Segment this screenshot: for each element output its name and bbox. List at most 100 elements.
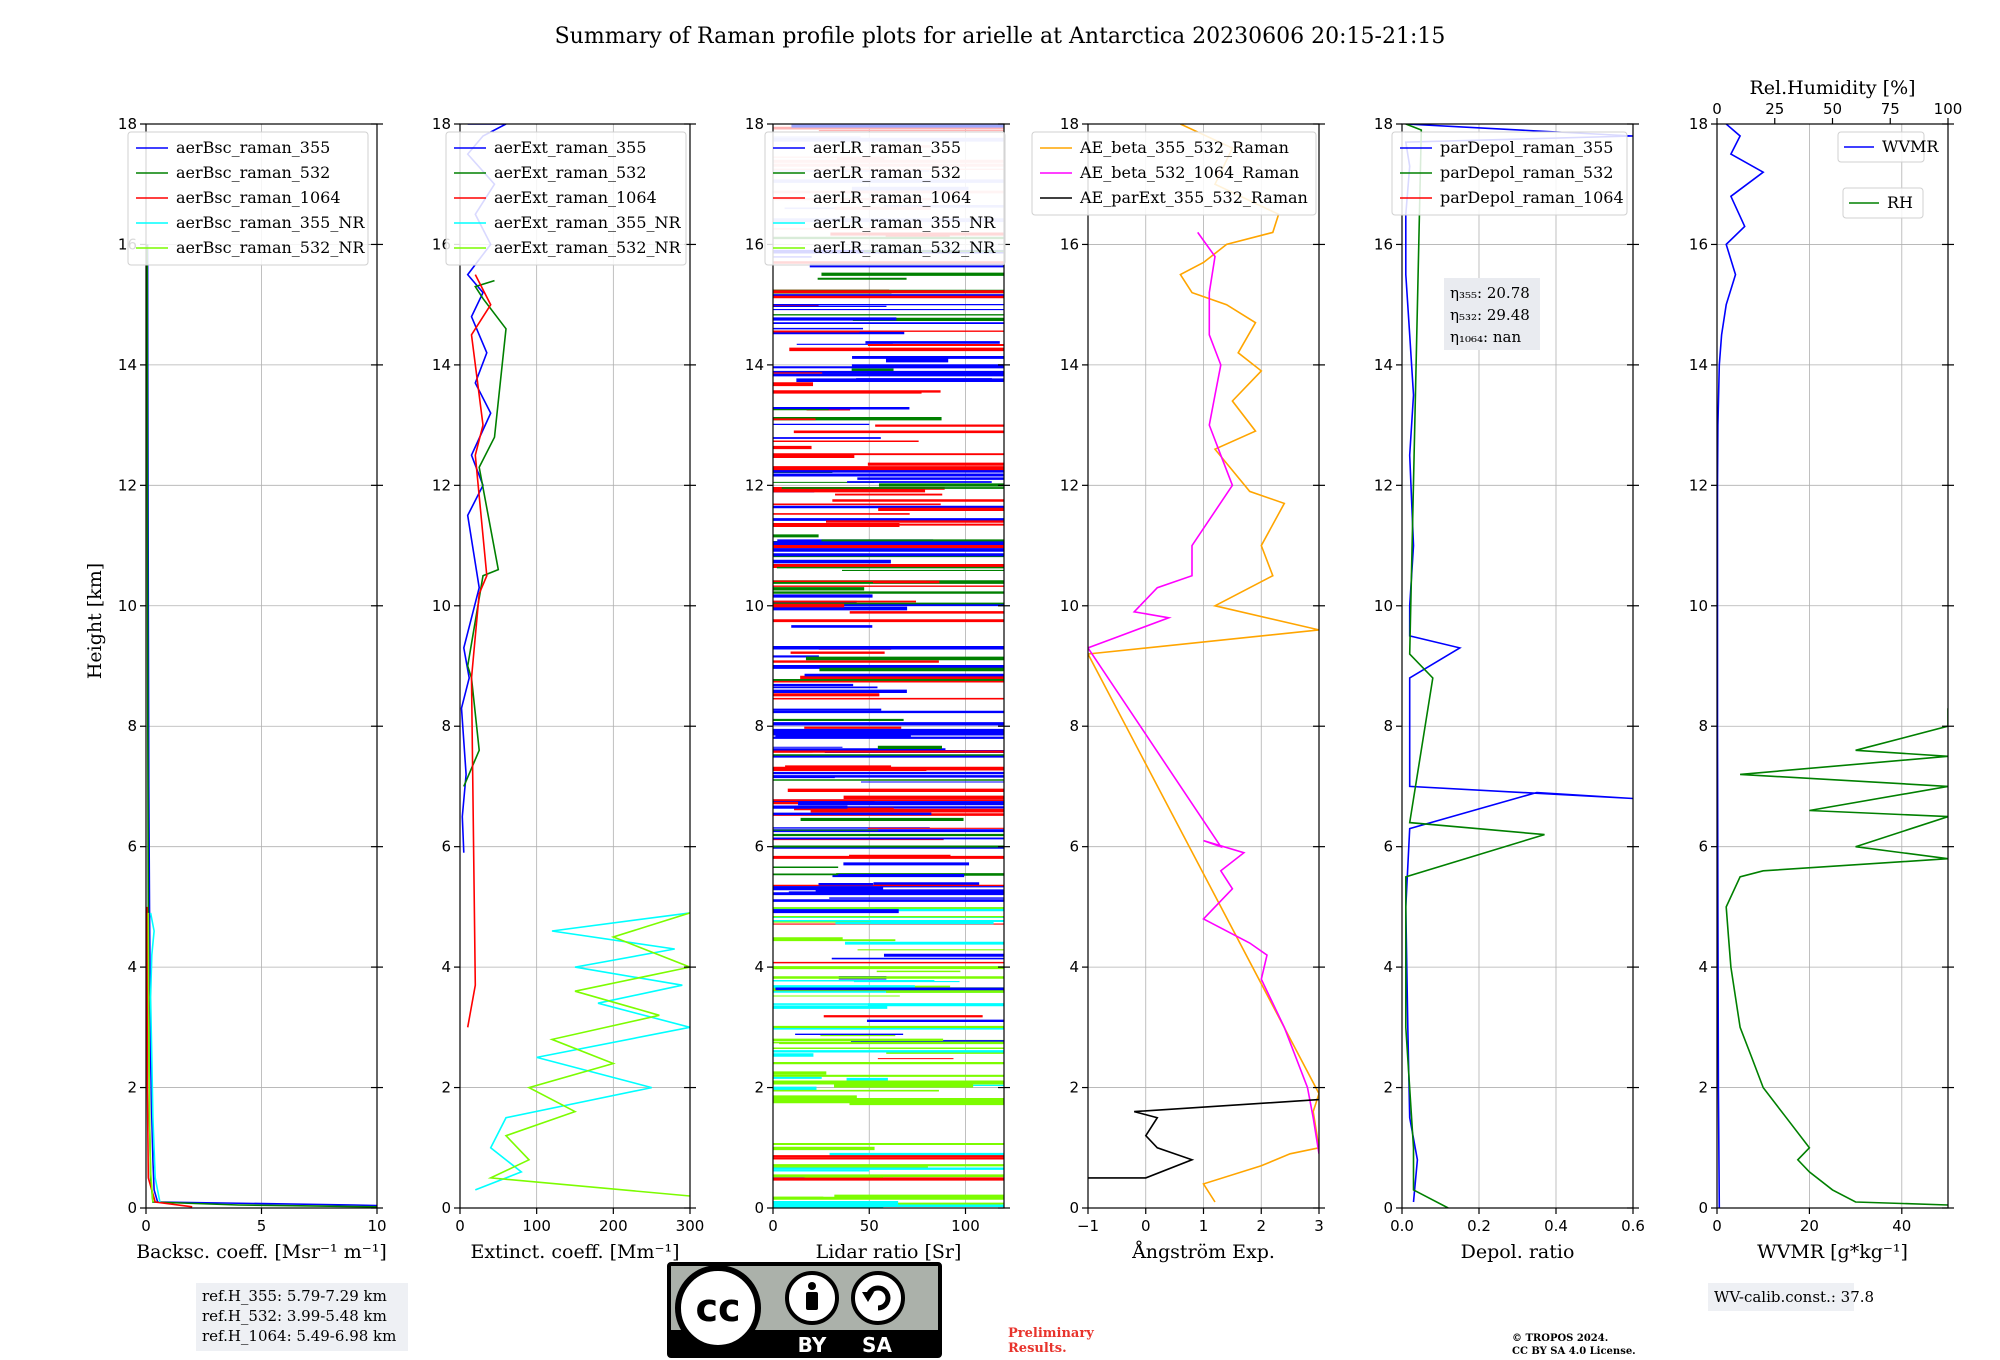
panel-depol: 0 2 4 6 8 10 12 14 16 18 0.0 0.2 0.4 0.6 Depol. ratio p… bbox=[1374, 115, 1645, 1263]
legend-entry: aerExt_raman_355 bbox=[494, 138, 647, 157]
y-tick-label: 4 bbox=[1698, 958, 1708, 976]
x-tick-label: 1 bbox=[1199, 1217, 1209, 1235]
legend-entry: aerBsc_raman_355 bbox=[176, 138, 330, 157]
y-tick-label: 12 bbox=[1689, 476, 1708, 494]
plot-area-lr bbox=[773, 124, 1004, 1208]
y-tick-label: 12 bbox=[432, 476, 451, 494]
y-tick-label: 14 bbox=[745, 356, 764, 374]
x-tick-label: 20 bbox=[1800, 1217, 1819, 1235]
y-tick-label: 14 bbox=[1060, 356, 1079, 374]
x-tick-label: 0 bbox=[141, 1217, 151, 1235]
y-tick-label: 8 bbox=[1698, 717, 1708, 735]
eta-annotation-line: η₃₅₅: 20.78 bbox=[1450, 284, 1530, 302]
x-tick-label: 100 bbox=[522, 1217, 551, 1235]
series-line-aerExt_raman_355_NR bbox=[475, 912, 690, 1191]
axes-frame bbox=[772, 123, 1005, 1209]
series-line-aerBsc_raman_1064 bbox=[146, 906, 193, 1208]
eta-annotation-line: η₅₃₂: 29.48 bbox=[1450, 306, 1530, 324]
series-line-WVMR bbox=[1717, 124, 1765, 1208]
x-axis-label: Backsc. coeff. [Msr⁻¹ m⁻¹] bbox=[136, 1241, 387, 1263]
x-tick-label: 50 bbox=[860, 1217, 879, 1235]
axes-frame bbox=[1401, 123, 1634, 1209]
y-tick-label: 4 bbox=[1069, 958, 1079, 976]
share-alike-arrowhead-icon bbox=[862, 1292, 874, 1302]
plot-area-bsc bbox=[146, 244, 377, 1208]
y-tick-label: 8 bbox=[1069, 717, 1079, 735]
series-line-aerExt_raman_532_NR bbox=[487, 912, 690, 1197]
legend-entry: aerExt_raman_532 bbox=[494, 163, 647, 182]
cc-by-label: BY bbox=[798, 1333, 827, 1357]
y-tick-label: 14 bbox=[118, 356, 137, 374]
y-tick-label: 0 bbox=[1698, 1199, 1708, 1217]
y-tick-label: 10 bbox=[432, 597, 451, 615]
y-tick-label: 10 bbox=[118, 597, 137, 615]
preliminary-label-2: Results. bbox=[1008, 1341, 1067, 1356]
x-tick-label: 0.2 bbox=[1467, 1217, 1491, 1235]
reference-height-line: ref.H_532: 3.99-5.48 km bbox=[202, 1307, 387, 1325]
series-line-aerBsc_raman_355_NR bbox=[149, 912, 161, 1203]
x2-tick-label: 25 bbox=[1765, 100, 1784, 118]
x-tick-label: 100 bbox=[951, 1217, 980, 1235]
y-tick-label: 8 bbox=[754, 717, 764, 735]
y-tick-label: 6 bbox=[127, 838, 137, 856]
x-tick-label: −1 bbox=[1077, 1217, 1099, 1235]
x-tick-label: 3 bbox=[1314, 1217, 1324, 1235]
plot-area-ae bbox=[1088, 124, 1319, 1203]
y-tick-label: 0 bbox=[754, 1199, 764, 1217]
y-tick-label: 0 bbox=[1383, 1199, 1393, 1217]
legend-entry: aerExt_raman_1064 bbox=[494, 188, 657, 207]
attribution-head-icon bbox=[808, 1282, 816, 1290]
y-tick-label: 2 bbox=[1383, 1079, 1393, 1097]
x-tick-label: 10 bbox=[367, 1217, 386, 1235]
series-line-AE_parExt_355_532_Raman bbox=[1088, 1098, 1319, 1179]
y-tick-label: 4 bbox=[441, 958, 451, 976]
wv-calib-box bbox=[1708, 1283, 1854, 1311]
copyright-line-2: CC BY SA 4.0 License. bbox=[1512, 1346, 1636, 1357]
axes-frame bbox=[1716, 123, 1949, 1209]
legend-entry: aerBsc_raman_532_NR bbox=[176, 238, 365, 257]
legend-entry: parDepol_raman_355 bbox=[1440, 138, 1613, 157]
y-tick-label: 18 bbox=[745, 115, 764, 133]
cc-sa-label: SA bbox=[862, 1333, 892, 1357]
legend-entry: aerBsc_raman_1064 bbox=[176, 188, 341, 207]
x-tick-label: 5 bbox=[257, 1217, 267, 1235]
y-tick-label: 2 bbox=[1069, 1079, 1079, 1097]
cc-license-badge: cc BY SA bbox=[667, 1262, 942, 1358]
y-tick-label: 12 bbox=[1060, 476, 1079, 494]
x-tick-label: 0 bbox=[768, 1217, 778, 1235]
y-tick-label: 12 bbox=[1374, 476, 1393, 494]
cc-logo-letters: cc bbox=[695, 1286, 740, 1330]
y-tick-label: 4 bbox=[127, 958, 137, 976]
x-tick-label: 40 bbox=[1892, 1217, 1911, 1235]
x-axis-label: Ångström Exp. bbox=[1131, 1241, 1275, 1263]
y-tick-label: 0 bbox=[441, 1199, 451, 1217]
legend-entry: aerLR_raman_1064 bbox=[813, 188, 971, 207]
reference-height-line: ref.H_355: 5.79-7.29 km bbox=[202, 1287, 387, 1305]
y-tick-label: 2 bbox=[754, 1079, 764, 1097]
legend-box bbox=[764, 131, 1006, 266]
legend-box bbox=[1842, 187, 1924, 219]
plot-area-ext bbox=[460, 124, 690, 1197]
legend-entry: WVMR bbox=[1882, 137, 1939, 156]
reference-height-line: ref.H_1064: 5.49-6.98 km bbox=[202, 1327, 396, 1345]
axes-frame bbox=[459, 123, 691, 1209]
y-tick-label: 0 bbox=[127, 1199, 137, 1217]
y-tick-label: 10 bbox=[1060, 597, 1079, 615]
eta-annotation-line: η₁₀₆₄: nan bbox=[1450, 328, 1521, 346]
preliminary-label-1: Preliminary bbox=[1008, 1326, 1094, 1341]
y-tick-label: 4 bbox=[1383, 958, 1393, 976]
series-line-parDepol_raman_532 bbox=[1405, 124, 1545, 1208]
y-tick-label: 4 bbox=[754, 958, 764, 976]
x2-tick-label: 100 bbox=[1934, 100, 1963, 118]
wv-calib-const: WV-calib.const.: 37.8 bbox=[1714, 1288, 1874, 1306]
panel-lr: 0 2 4 6 8 10 12 14 16 18 0 50 100 Lidar ratio [Sr] aer… bbox=[745, 115, 1010, 1263]
y-tick-label: 14 bbox=[1374, 356, 1393, 374]
series-line-aerBsc_raman_532_NR bbox=[147, 912, 154, 1203]
y-tick-label: 8 bbox=[441, 717, 451, 735]
eta-annotation-box bbox=[1444, 278, 1540, 350]
